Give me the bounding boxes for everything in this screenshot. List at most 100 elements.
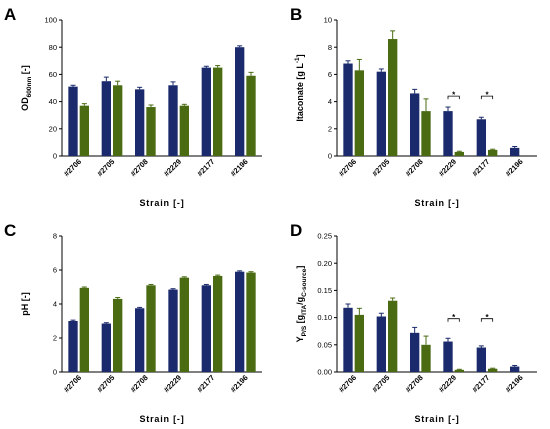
- bar-series-2-2229: [454, 369, 464, 372]
- y-tick-label: 6: [328, 70, 332, 79]
- bar-series-2-2196: [246, 272, 256, 372]
- y-axis-title: YP/S [gITA/gC-source]: [295, 266, 308, 343]
- bar-series-2-2177: [213, 275, 223, 372]
- y-axis-title-part: 600nm: [26, 76, 33, 97]
- x-tick-label: #2229: [437, 157, 458, 178]
- y-tick-label: 60: [49, 70, 57, 79]
- significance-bracket: [480, 318, 494, 322]
- x-axis-title: Strain [-]: [140, 198, 185, 208]
- x-tick-label: #2706: [62, 157, 83, 178]
- panel-letter: C: [4, 221, 16, 240]
- x-tick-label: #2705: [370, 157, 391, 178]
- bar-series-2-2705: [113, 298, 123, 372]
- y-axis-title: Itaconate [g L-1]: [294, 54, 305, 121]
- x-tick-label: #2229: [162, 157, 183, 178]
- y-axis-title-part: OD: [20, 97, 30, 111]
- x-tick-label: #2708: [129, 373, 150, 394]
- bar-series-1-2196: [510, 366, 520, 372]
- x-tick-label: #2708: [404, 373, 425, 394]
- x-tick-label: #2196: [504, 373, 525, 394]
- x-tick-label: #2708: [404, 157, 425, 178]
- bar-series-1-2706: [343, 63, 353, 156]
- y-tick-label: 10: [324, 16, 332, 25]
- x-tick-label: #2196: [229, 157, 250, 178]
- bar-series-1-2705: [101, 81, 111, 156]
- bar-series-1-2229: [168, 289, 178, 372]
- bar-series-1-2229: [168, 85, 178, 156]
- y-tick-label: 0: [328, 152, 332, 161]
- bar-series-1-2708: [135, 308, 145, 372]
- bar-series-1-2706: [68, 321, 78, 372]
- x-tick-label: #2196: [504, 157, 525, 178]
- y-axis-title-part: -1: [294, 57, 301, 63]
- x-tick-label: #2706: [337, 157, 358, 178]
- bar-series-2-2705: [388, 300, 398, 372]
- bar-series-2-2708: [146, 285, 156, 372]
- x-tick-label: #2177: [195, 373, 216, 394]
- bar-series-2-2708: [421, 344, 431, 372]
- y-tick-label: 2: [53, 334, 57, 343]
- y-tick-label: 40: [49, 97, 57, 106]
- x-tick-label: #2196: [229, 373, 250, 394]
- bar-series-2-2705: [113, 85, 123, 156]
- y-axis-title-part: [g: [295, 315, 305, 326]
- bar-series-1-2177: [201, 67, 211, 156]
- bar-series-1-2177: [201, 285, 211, 372]
- y-tick-label: 8: [53, 232, 57, 241]
- y-tick-label: 0.05: [317, 340, 332, 349]
- x-tick-label: #2705: [370, 373, 391, 394]
- y-axis-title-part: pH [-]: [20, 292, 30, 316]
- bar-series-1-2196: [235, 47, 245, 157]
- x-tick-label: #2705: [95, 157, 116, 178]
- y-tick-label: 80: [49, 43, 57, 52]
- chart-panel-a: A 0 20 40 60 80 100 #2706 #2705 #2708 #2229 #2177 #2…: [4, 5, 262, 208]
- bar-series-2-2177: [488, 368, 498, 372]
- y-axis-title-part: ITA: [301, 305, 308, 315]
- y-axis-title-part: ]: [295, 266, 305, 269]
- y-axis-title-part: [-]: [20, 65, 30, 77]
- y-axis-title-part: P/S: [301, 325, 308, 336]
- y-axis-title-part: Itaconate [g L: [295, 63, 305, 122]
- y-tick-label: 0.25: [317, 232, 332, 241]
- bar-series-2-2177: [213, 67, 223, 156]
- x-axis-title: Strain [-]: [140, 414, 185, 424]
- bar-series-1-2705: [101, 323, 111, 372]
- x-tick-label: #2177: [195, 157, 216, 178]
- bar-series-1-2196: [235, 271, 245, 372]
- y-tick-label: 8: [328, 43, 332, 52]
- bar-series-2-2177: [488, 149, 498, 156]
- y-axis-title-part: /g: [295, 297, 305, 305]
- bar-series-1-2706: [68, 86, 78, 156]
- significance-mark: *: [485, 313, 489, 322]
- y-tick-label: 4: [53, 300, 57, 309]
- significance-bracket: [447, 318, 460, 322]
- panel-letter: D: [290, 221, 302, 240]
- y-tick-label: 100: [44, 16, 57, 25]
- x-axis-title: Strain [-]: [415, 414, 460, 424]
- y-tick-label: 0.10: [317, 313, 332, 322]
- bar-series-1-2177: [476, 119, 486, 156]
- bar-series-2-2706: [79, 287, 89, 372]
- x-axis-title: Strain [-]: [415, 198, 460, 208]
- y-tick-label: 0.20: [317, 259, 332, 268]
- chart-panel-b: B 0 2 4 6 8 10 #2706 #2705 #2708 #2229 #2177 #2196 * *…: [290, 5, 537, 208]
- y-axis-title-part: Y: [295, 336, 305, 342]
- bar-series-1-2705: [376, 71, 386, 156]
- bar-series-1-2708: [410, 332, 420, 372]
- y-tick-label: 0.15: [317, 286, 332, 295]
- y-tick-label: 0: [53, 368, 57, 377]
- y-axis-title: pH [-]: [20, 292, 30, 316]
- x-tick-label: #2177: [470, 373, 491, 394]
- x-tick-label: #2708: [129, 157, 150, 178]
- y-tick-label: 2: [328, 124, 332, 133]
- y-tick-label: 6: [53, 266, 57, 275]
- bar-series-2-2229: [179, 277, 189, 372]
- x-tick-label: #2177: [470, 157, 491, 178]
- y-tick-label: 0: [53, 152, 57, 161]
- bar-series-2-2706: [354, 70, 364, 156]
- bar-series-1-2196: [510, 147, 520, 156]
- significance-bracket: [480, 95, 494, 100]
- chart-panel-d: D 0.00 0.05 0.10 0.15 0.20 0.25 #2706 #2705 #2708…: [290, 221, 537, 424]
- y-axis-title-part: ]: [295, 54, 305, 57]
- bar-series-2-2706: [79, 105, 89, 156]
